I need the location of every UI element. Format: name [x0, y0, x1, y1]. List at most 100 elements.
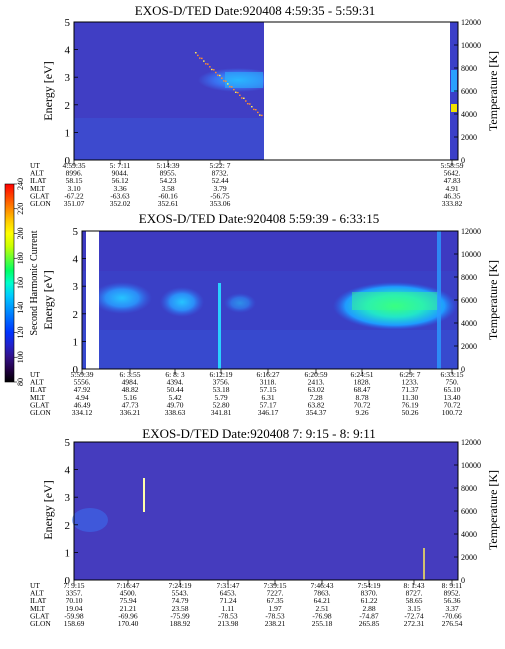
energy-tick-label: 2 — [65, 100, 71, 112]
table-cell: 2.51 — [315, 604, 328, 613]
table-cell: 5642. — [444, 169, 461, 178]
table-cell: 3756. — [213, 378, 230, 387]
table-cell: 47.73 — [122, 400, 139, 409]
table-cell: 7:39:15 — [264, 581, 287, 590]
energy-tick-label: 2 — [73, 309, 79, 321]
table-cell: 6:20:59 — [305, 370, 328, 379]
panel-3-energy-ticks: 5 4 3 2 1 0 — [65, 437, 78, 587]
table-cell: 333.82 — [442, 199, 463, 208]
table-cell: 354.37 — [306, 408, 327, 417]
table-cell: 7.28 — [309, 393, 322, 402]
table-cell: 276.54 — [442, 619, 463, 628]
trace-dot — [257, 111, 259, 114]
table-cell: 7:24:19 — [169, 581, 192, 590]
energy-tick-label: 4 — [65, 45, 71, 57]
energy-tick-label: 3 — [65, 492, 71, 504]
table-cell: 6:24:51 — [351, 370, 374, 379]
table-cell: 6: 8: 3 — [165, 370, 184, 379]
table-cell: -67.22 — [64, 191, 84, 200]
table-cell: 1233. — [402, 378, 419, 387]
panel-1-ylabel: Energy [eV] — [41, 61, 55, 120]
panel-3-ylabel: Energy [eV] — [41, 480, 55, 539]
table-cell: 4500. — [120, 589, 137, 598]
table-cell: 7:31:47 — [217, 581, 240, 590]
table-cell: 7227. — [267, 589, 284, 598]
trace-dot — [195, 52, 197, 54]
temperature-tick-label: 0 — [461, 156, 465, 165]
table-cell: 63.82 — [308, 400, 325, 409]
temperature-tick-label: 4000 — [461, 319, 477, 328]
table-cell: 46.35 — [444, 191, 461, 200]
panel-2: EXOS-D/TED Date:920408 5:59:39 - 6:33:15… — [30, 211, 500, 417]
table-cell: -63.63 — [110, 191, 130, 200]
temperature-tick-label: 4000 — [461, 530, 477, 539]
table-cell: 74.79 — [172, 596, 189, 605]
table-cell: 8996. — [66, 169, 83, 178]
trace-dot — [223, 80, 225, 82]
table-cell: 6.31 — [261, 393, 274, 402]
table-cell: 8370. — [361, 589, 378, 598]
trace-dot — [213, 69, 215, 71]
row-header-glat: GLAT — [30, 611, 50, 620]
table-cell: 346.17 — [258, 408, 279, 417]
trace-dot — [217, 74, 219, 76]
table-cell: 68.47 — [354, 385, 371, 394]
table-cell: 53.18 — [213, 385, 230, 394]
trace-dot — [245, 100, 247, 102]
temperature-tick-label: 2000 — [461, 342, 477, 351]
table-cell: 750. — [445, 378, 458, 387]
trace-dot — [259, 114, 261, 116]
table-cell: 63.02 — [308, 385, 325, 394]
table-cell: 65.10 — [444, 385, 461, 394]
temperature-tick-label: 6000 — [461, 87, 477, 96]
table-cell: 3357. — [66, 589, 83, 598]
temperature-tick-label: 2000 — [461, 133, 477, 142]
table-cell: 352.02 — [110, 199, 131, 208]
table-cell: 351.07 — [64, 199, 85, 208]
table-cell: 265.85 — [359, 619, 380, 628]
trace-dot — [229, 85, 231, 88]
trace-dot — [221, 77, 223, 79]
table-cell: 5:58:59 — [441, 161, 464, 170]
trace-dot — [255, 109, 257, 111]
table-cell: 50.26 — [402, 408, 419, 417]
panel-1-rlabel: Temperature [K] — [486, 51, 500, 131]
row-header-alt: ALT — [30, 169, 44, 178]
row-header-glon: GLON — [30, 199, 51, 208]
panel-2-energy-ticks: 5 4 3 2 1 0 — [73, 226, 86, 376]
table-cell: -60.16 — [158, 191, 178, 200]
energy-tick-label: 4 — [65, 465, 71, 477]
temperature-tick-label: 6000 — [461, 296, 477, 305]
trace-dot — [247, 103, 249, 105]
table-cell: 21.21 — [120, 604, 137, 613]
trace-dot — [249, 103, 251, 105]
table-cell: 188.92 — [170, 619, 191, 628]
energy-tick-label: 0 — [65, 155, 71, 167]
table-cell: 334.12 — [72, 408, 93, 417]
temperature-tick-label: 8000 — [461, 64, 477, 73]
table-cell: 3.36 — [113, 184, 126, 193]
trace-dot — [225, 80, 227, 82]
temperature-tick-label: 4000 — [461, 110, 477, 119]
temperature-tick-label: 8000 — [461, 273, 477, 282]
table-cell: 46.49 — [74, 400, 91, 409]
table-cell: 71.37 — [402, 385, 419, 394]
table-cell: 5543. — [172, 589, 189, 598]
panel-3-rlabel: Temperature [K] — [486, 470, 500, 550]
energy-tick-label: 3 — [73, 281, 79, 293]
table-cell: 341.81 — [211, 408, 232, 417]
trace-dot — [253, 108, 255, 111]
table-cell: 5:14:39 — [157, 161, 180, 170]
table-cell: 13.40 — [444, 393, 461, 402]
panel-2-ylabel: Energy [eV] — [41, 270, 55, 329]
temperature-tick-label: 6000 — [461, 507, 477, 516]
temperature-tick-label: 12000 — [461, 438, 481, 447]
table-cell: 7:54:19 — [358, 581, 381, 590]
table-cell: 57.17 — [260, 400, 277, 409]
trace-dot — [239, 94, 241, 96]
table-cell: 7:46:43 — [311, 581, 334, 590]
table-cell: 61.22 — [361, 596, 378, 605]
